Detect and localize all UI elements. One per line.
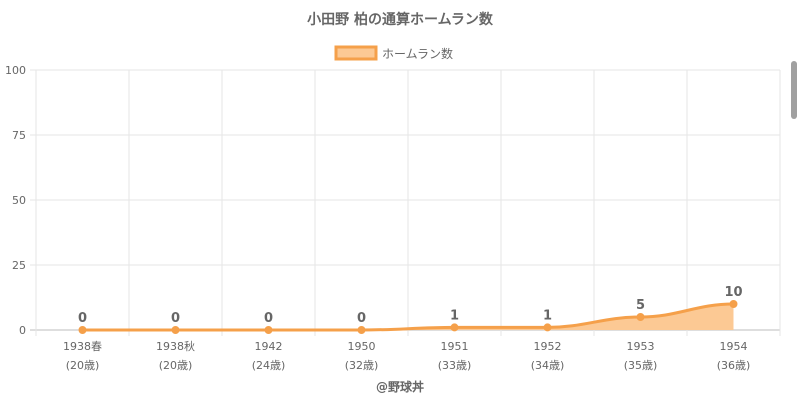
series-line [82, 302, 734, 332]
data-label: 1 [543, 308, 552, 323]
x-tick-label: 1938秋 [156, 339, 195, 353]
data-label: 10 [724, 285, 742, 300]
data-point [729, 300, 738, 308]
data-point [543, 323, 552, 332]
x-tick-label: 1942 [255, 340, 283, 353]
x-tick-label: 1951 [441, 340, 469, 353]
data-label: 0 [171, 311, 180, 326]
data-point [264, 326, 273, 334]
data-label: 0 [78, 311, 87, 326]
x-tick-sublabel: (34歳) [531, 359, 565, 372]
x-tick-label: 1952 [534, 340, 562, 353]
series-home-runs [78, 300, 738, 334]
chart-title: 小田野 柏の通算ホームラン数 [307, 11, 494, 28]
y-tick-label: 0 [19, 324, 26, 337]
data-label: 0 [357, 311, 366, 326]
y-tick-label: 75 [12, 129, 26, 142]
x-tick-sublabel: (33歳) [438, 359, 472, 372]
scrollbar-thumb[interactable] [791, 61, 797, 119]
x-tick-sublabel: (36歳) [717, 359, 751, 372]
x-tick-sublabel: (20歳) [159, 359, 193, 372]
x-tick-sublabel: (20歳) [66, 359, 100, 372]
legend[interactable]: ホームラン数 [334, 45, 453, 61]
vertical-scrollbar[interactable] [786, 0, 800, 400]
x-tick-label: 1953 [627, 340, 655, 353]
legend-swatch [334, 45, 378, 61]
credit-label: @野球丼 [376, 379, 424, 394]
data-labels: 0 0 0 0 1 1 5 10 [78, 285, 743, 326]
x-tick-sublabel: (35歳) [624, 359, 658, 372]
data-point [171, 326, 180, 334]
data-label: 5 [636, 298, 645, 313]
data-point [450, 323, 459, 332]
x-tick-sublabel: (24歳) [252, 359, 286, 372]
y-tick-label: 25 [12, 259, 26, 272]
x-axis: 1938春 (20歳) 1938秋 (20歳) 1942 (24歳) 1950 (32歳) 19… [63, 339, 750, 372]
x-tick-label: 1938春 [63, 340, 102, 353]
data-label: 1 [450, 308, 459, 323]
grid [30, 69, 781, 336]
data-label: 0 [264, 311, 273, 326]
legend-label: ホームラン数 [382, 46, 453, 61]
data-point [636, 313, 645, 321]
y-tick-label: 50 [12, 194, 26, 207]
x-tick-sublabel: (32歳) [345, 359, 379, 372]
y-tick-label: 100 [5, 64, 26, 77]
x-tick-label: 1950 [348, 340, 376, 353]
x-tick-label: 1954 [720, 340, 748, 353]
data-point [78, 326, 87, 334]
data-point [357, 326, 366, 334]
series-area [82, 304, 734, 330]
y-axis: 0 25 50 75 100 [5, 64, 26, 337]
